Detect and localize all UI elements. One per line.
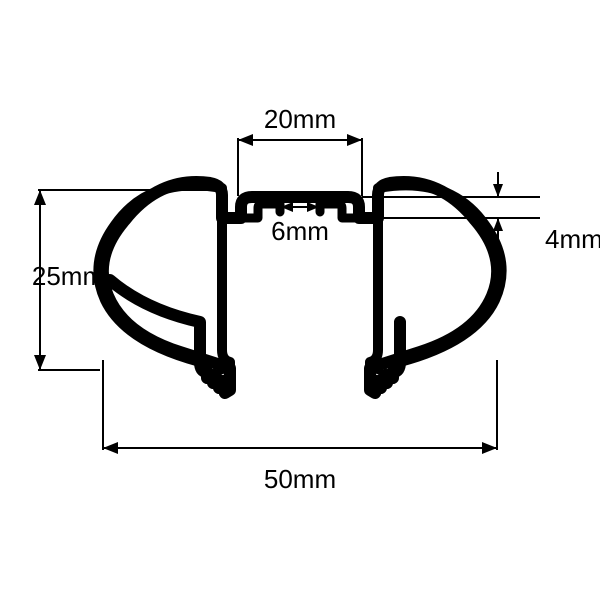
label-6mm: 6mm [271,216,329,246]
dimension-width-50mm: 50mm [103,360,497,494]
label-20mm: 20mm [264,104,336,134]
label-4mm: 4mm [545,224,600,254]
part-body [98,182,501,394]
dimension-slot-20mm: 20mm [238,104,362,196]
label-25mm: 25mm [32,261,104,291]
cross-section-diagram: 50mm 25mm 20mm 6mm 4mm [0,0,600,600]
label-50mm: 50mm [264,464,336,494]
